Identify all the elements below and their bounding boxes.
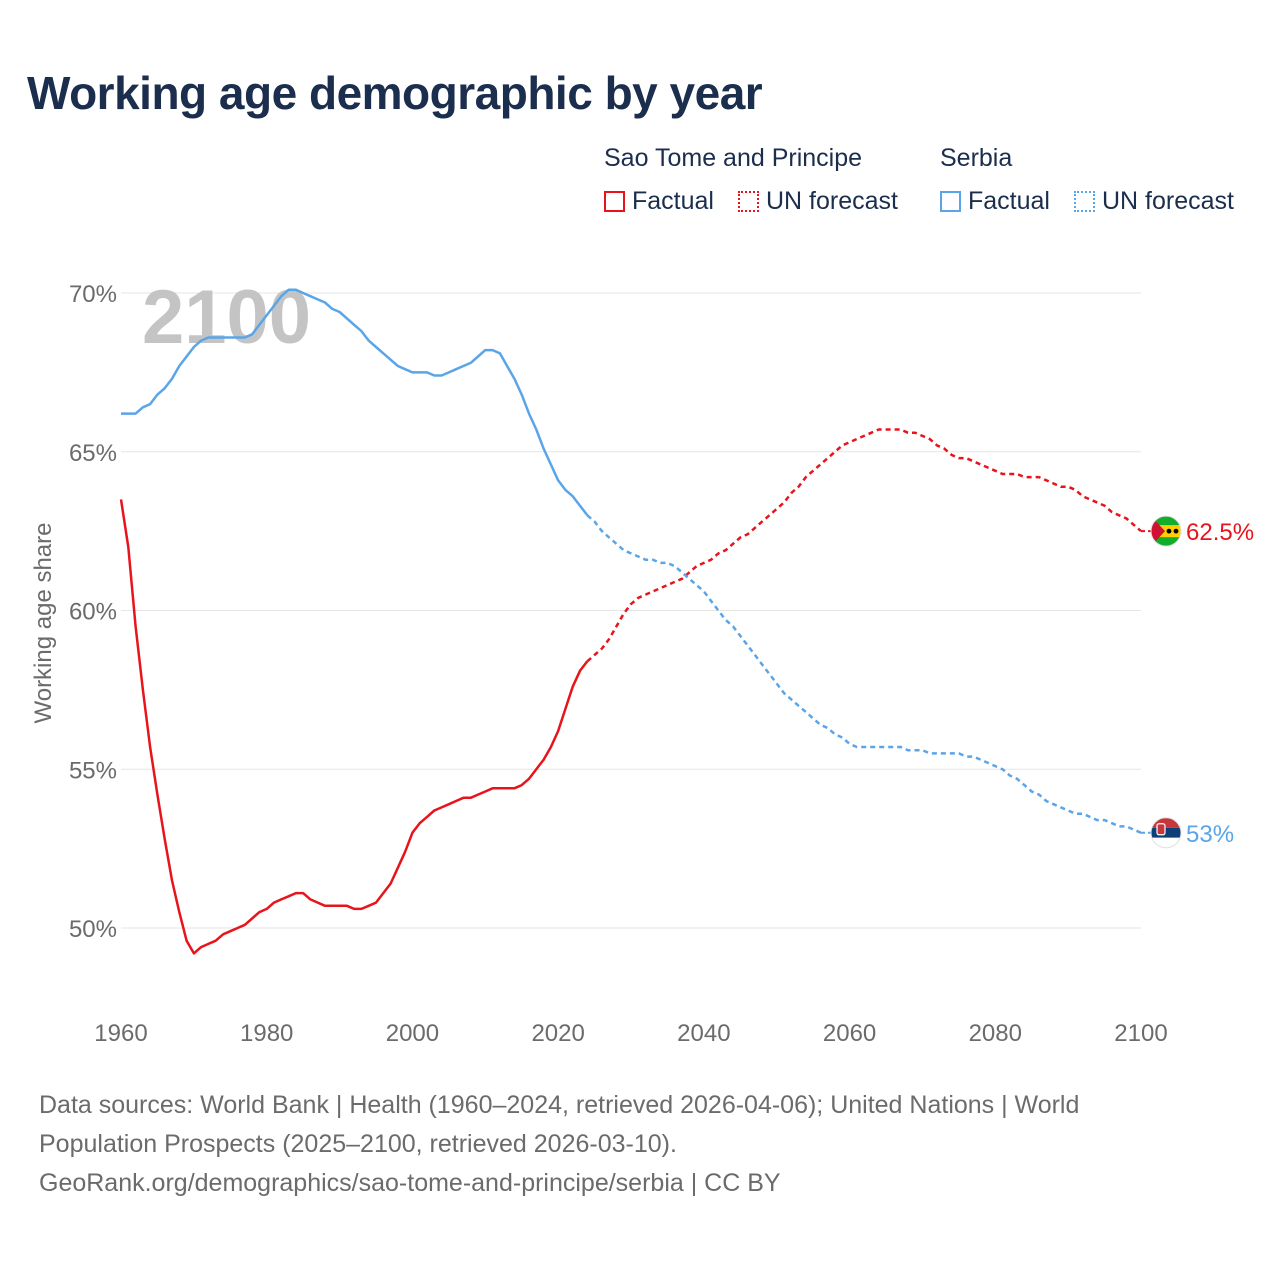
y-tick-label: 65% — [69, 440, 117, 467]
sao-tome-and-principefactual-line — [119, 499, 589, 955]
legend-item-sao-tome-forecast[interactable]: UN forecast — [738, 186, 898, 216]
legend-swatch-dotted-icon — [1074, 190, 1095, 212]
x-tick-label: 2000 — [386, 1020, 439, 1047]
legend-swatch-solid-icon — [940, 190, 961, 212]
y-tick-label: 55% — [69, 757, 117, 784]
y-axis-ticks: 50% 55% 60% 65% 70% — [69, 281, 117, 943]
legend-swatch-dotted-icon — [738, 190, 759, 212]
end-value-label: 62.5% — [1186, 519, 1254, 546]
year-watermark: 2100 — [142, 275, 311, 360]
y-tick-label: 70% — [69, 281, 117, 308]
series-lines — [119, 288, 1142, 955]
y-tick-label: 60% — [69, 599, 117, 626]
legend-swatch-solid-icon — [604, 190, 625, 212]
end-value-label: 53% — [1186, 821, 1234, 848]
sao-tome-and-principe-flag-icon — [1150, 515, 1182, 547]
legend-group-serbia: Serbia — [940, 144, 1013, 172]
serbiaforecast-line — [586, 514, 1142, 834]
serbiafactual-line — [121, 288, 589, 517]
serbia-flag-icon — [1150, 817, 1182, 849]
legend-item-serbia-forecast[interactable]: UN forecast — [1074, 186, 1234, 216]
x-tick-label: 2060 — [823, 1020, 876, 1047]
end-markers: 62.5% 53% — [1141, 515, 1254, 849]
line-chart: 2100 50% 55% 60% 65% 70% 1960 1980 2000 2020 204… — [30, 275, 1254, 1047]
legend-label: Factual — [632, 186, 714, 215]
legend-label: UN forecast — [766, 186, 898, 215]
sao-tome-and-principeforecast-line — [586, 428, 1142, 663]
legend-label: UN forecast — [1102, 186, 1234, 215]
legend-item-sao-tome-factual[interactable]: Factual — [604, 186, 714, 216]
x-tick-label: 1960 — [94, 1020, 147, 1047]
grid-lines — [121, 292, 1141, 929]
y-axis-label: Working age share — [30, 523, 57, 724]
x-tick-label: 2040 — [677, 1020, 730, 1047]
footer-sources-line-1: Data sources: World Bank | Health (1960–… — [39, 1091, 1080, 1119]
legend-group-sao-tome: Sao Tome and Principe — [604, 144, 863, 172]
footer-attribution: GeoRank.org/demographics/sao-tome-and-pr… — [39, 1169, 781, 1197]
x-tick-label: 1980 — [240, 1020, 293, 1047]
chart-title: Working age demographic by year — [27, 67, 763, 119]
footer-sources-line-2: Population Prospects (2025–2100, retriev… — [39, 1130, 677, 1158]
x-axis-ticks: 1960 1980 2000 2020 2040 2060 2080 2100 — [94, 1020, 1167, 1047]
legend-item-serbia-factual[interactable]: Factual — [940, 186, 1050, 216]
footer: Data sources: World Bank | Health (1960–… — [39, 1086, 1239, 1203]
legend-label: Factual — [968, 186, 1050, 215]
y-tick-label: 50% — [69, 916, 117, 943]
x-tick-label: 2100 — [1114, 1020, 1167, 1047]
x-tick-label: 2020 — [531, 1020, 584, 1047]
x-tick-label: 2080 — [969, 1020, 1022, 1047]
